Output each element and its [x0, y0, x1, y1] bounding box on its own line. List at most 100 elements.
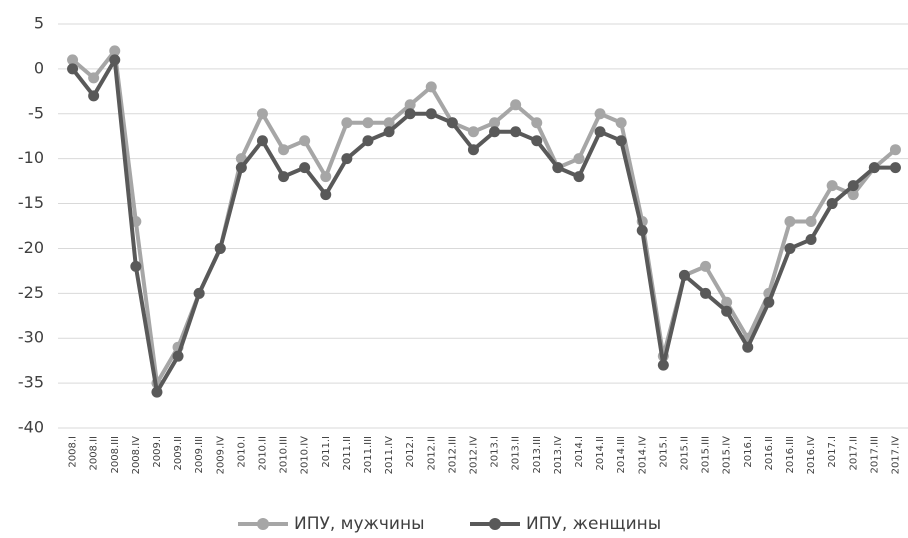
marker	[383, 126, 395, 138]
marker	[805, 233, 817, 245]
marker	[510, 99, 522, 111]
x-tick-label: 2010.III	[279, 436, 290, 473]
x-tick-label: 2011.II	[342, 436, 353, 471]
x-tick-label: 2013.II	[511, 436, 522, 471]
series-line	[70, 57, 896, 395]
x-tick-label: 2016.II	[764, 436, 775, 471]
x-tick-label: 2008.II	[89, 436, 100, 471]
marker	[489, 126, 501, 138]
marker	[889, 162, 901, 174]
y-tick-label: -25	[18, 283, 44, 302]
x-tick-label: 2017.IV	[890, 436, 901, 475]
marker	[256, 135, 268, 147]
marker	[256, 108, 268, 120]
x-tick-label: 2012.IV	[468, 436, 479, 475]
marker	[678, 269, 690, 281]
x-tick-label: 2014.IV	[637, 436, 648, 475]
x-tick-label: 2017.II	[848, 436, 859, 471]
legend-label: ИПУ, женщины	[526, 514, 661, 534]
marker	[826, 198, 838, 210]
marker	[446, 117, 458, 129]
x-tick-label: 2012.III	[447, 436, 458, 473]
marker	[341, 153, 353, 165]
x-tick-label: 2009.I	[152, 436, 163, 468]
x-tick-label: 2011.III	[363, 436, 374, 473]
x-tick-label: 2015.II	[679, 436, 690, 471]
marker	[193, 287, 205, 299]
x-tick-label: 2013.IV	[553, 436, 564, 475]
marker	[151, 386, 163, 398]
marker	[531, 135, 543, 147]
marker	[109, 54, 121, 66]
x-tick-label: 2008.III	[110, 436, 121, 473]
marker	[594, 108, 606, 120]
x-tick-label: 2014.I	[574, 436, 585, 468]
y-tick-label: -5	[28, 103, 44, 122]
x-tick-label: 2015.IV	[722, 436, 733, 475]
y-tick-label: -15	[18, 193, 44, 212]
marker	[594, 126, 606, 138]
x-tick-label: 2016.III	[785, 436, 796, 473]
marker	[805, 216, 817, 228]
marker	[404, 108, 416, 120]
marker	[299, 162, 311, 174]
y-tick-label: -30	[18, 328, 44, 347]
x-tick-label: 2010.II	[257, 436, 268, 471]
marker	[742, 341, 754, 353]
x-tick-label: 2012.I	[405, 436, 416, 468]
marker	[615, 117, 627, 129]
y-tick-label: -10	[18, 148, 44, 167]
marker	[531, 117, 543, 129]
legend-marker	[257, 518, 269, 530]
series-line	[71, 48, 897, 386]
marker	[172, 350, 184, 362]
marker	[721, 296, 733, 308]
x-tick-label: 2008.I	[68, 436, 79, 468]
marker	[826, 180, 838, 192]
marker	[510, 126, 522, 138]
marker	[700, 260, 712, 272]
marker	[88, 90, 100, 102]
y-tick-label: -35	[18, 373, 44, 392]
y-tick-label: -20	[18, 238, 44, 257]
x-tick-label: 2017.I	[827, 436, 838, 468]
marker	[763, 296, 775, 308]
marker	[404, 99, 416, 111]
marker	[67, 63, 79, 75]
marker	[784, 242, 796, 254]
marker	[109, 45, 121, 57]
marker	[721, 305, 733, 317]
x-tick-label: 2016.I	[743, 436, 754, 468]
y-tick-label: 5	[34, 14, 44, 33]
x-tick-label: 2009.IV	[215, 436, 226, 475]
marker	[278, 171, 290, 183]
marker	[88, 72, 100, 84]
x-tick-label: 2009.III	[194, 436, 205, 473]
marker	[636, 224, 648, 236]
marker	[425, 81, 437, 93]
marker	[235, 162, 247, 174]
x-tick-label: 2012.II	[426, 436, 437, 471]
marker	[467, 126, 479, 138]
marker	[847, 180, 859, 192]
x-tick-label: 2010.IV	[300, 436, 311, 475]
marker	[489, 117, 501, 129]
y-tick-label: 0	[34, 58, 44, 77]
x-tick-label: 2010.I	[236, 436, 247, 468]
marker	[868, 162, 880, 174]
marker	[362, 135, 374, 147]
marker	[341, 117, 353, 129]
x-tick-label: 2009.II	[173, 436, 184, 471]
x-tick-label: 2013.I	[490, 436, 501, 468]
marker	[130, 260, 142, 272]
marker	[615, 135, 627, 147]
marker	[573, 153, 585, 165]
marker	[299, 135, 311, 147]
marker	[467, 144, 479, 156]
y-tick-label: -40	[18, 418, 44, 437]
marker	[889, 144, 901, 156]
marker	[552, 162, 564, 174]
x-tick-label: 2011.I	[321, 436, 332, 468]
x-tick-label: 2015.I	[658, 436, 669, 468]
